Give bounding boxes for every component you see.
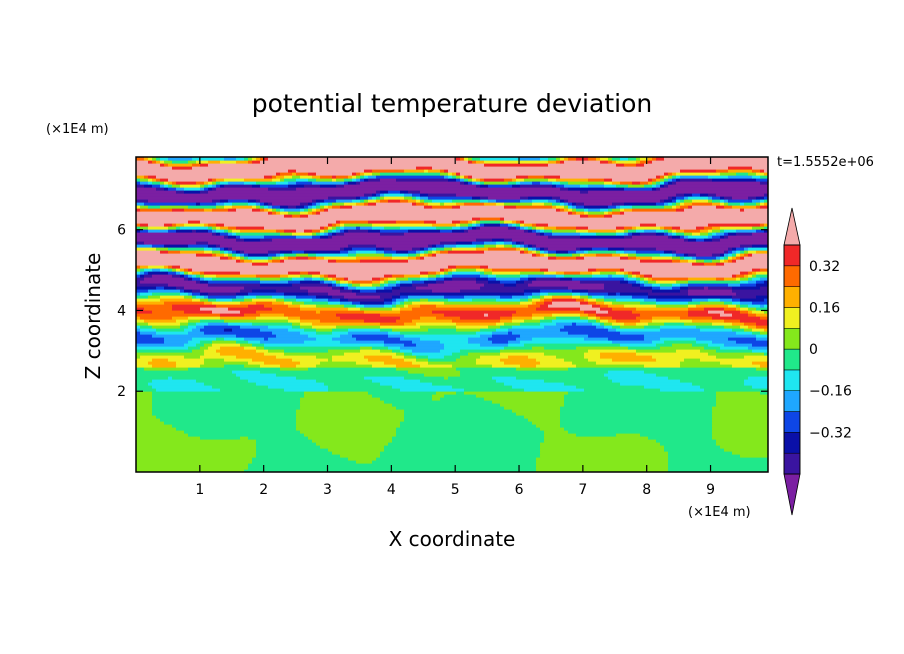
colorbar-tick-label: −0.16 [809,384,852,400]
colorbar: 0.32 0.16 0 −0.16 −0.32 [783,207,852,516]
colorbar-extend-top [783,207,801,246]
y-axis-label: Z coordinate [81,253,105,380]
y-unit-label: (×1E4 m) [46,122,109,137]
x-tick-label: 4 [387,482,396,498]
x-tick-label: 7 [578,482,587,498]
x-tick-label: 1 [195,482,204,498]
x-axis: 1 2 3 4 5 6 7 8 9 [195,157,715,498]
colorbar-segment [783,411,801,433]
colorbar-tick-label: 0 [809,342,818,358]
colorbar-segment [783,244,801,267]
colorbar-frame [783,244,801,475]
colorbar-extend-bottom [783,473,801,516]
colorbar-segment [783,307,801,329]
x-tick-label: 8 [642,482,651,498]
x-tick-label: 9 [706,482,715,498]
x-unit-label: (×1E4 m) [688,505,751,520]
chart-title: potential temperature deviation [252,89,652,118]
x-tick-label: 6 [515,482,524,498]
colorbar-tick-label: 0.32 [809,259,840,275]
colorbar-segment [783,265,801,287]
x-tick-label: 3 [323,482,332,498]
colorbar-tick-label: −0.32 [809,425,852,441]
x-tick-label: 5 [451,482,460,498]
colorbar-tick-label: 0.16 [809,300,840,316]
colorbar-segment [783,348,801,371]
contour-field [136,157,768,472]
colorbar-segment [783,286,801,308]
colorbar-segment [783,390,801,412]
x-tick-label: 2 [259,482,268,498]
colorbar-segment [783,369,801,391]
x-axis-label: X coordinate [389,527,516,551]
colorbar-segment [783,432,801,454]
plot-frame [135,156,769,473]
y-tick-label: 2 [117,384,126,400]
time-label: t=1.5552e+06 [777,155,874,170]
y-axis: 2 4 6 [117,223,768,400]
y-tick-label: 4 [117,303,126,319]
colorbar-segment [783,328,801,350]
colorbar-segment [783,452,801,475]
y-tick-label: 6 [117,223,126,239]
